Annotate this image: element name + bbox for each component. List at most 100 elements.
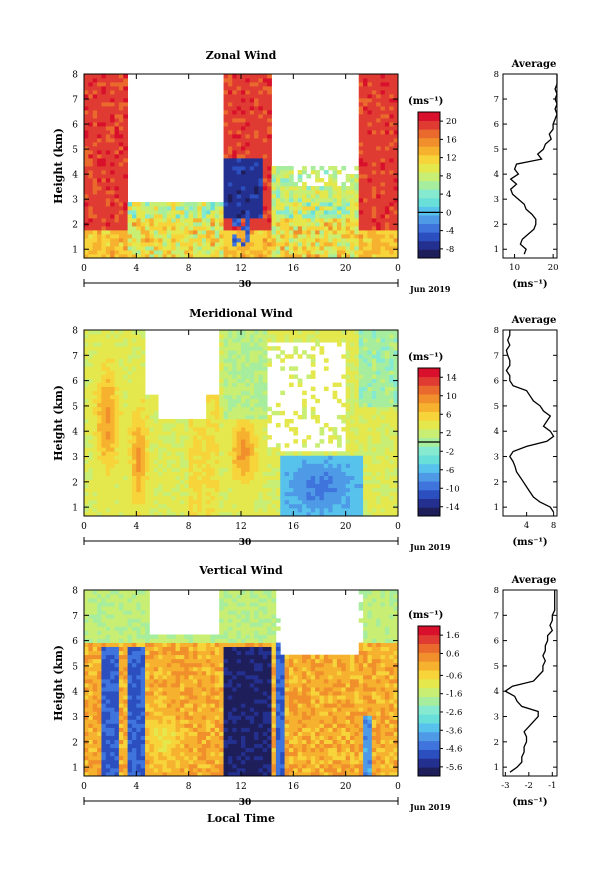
heatmap-cell [363, 254, 368, 259]
heatmap-cell [149, 487, 155, 493]
heatmap-cell [354, 418, 360, 424]
heatmap-cell [114, 386, 120, 392]
heatmap-cell [288, 338, 294, 343]
y-tick-label: 2 [72, 478, 78, 488]
heatmap-cell [88, 443, 94, 448]
heatmap-cell [105, 162, 111, 167]
heatmap-cell [288, 246, 294, 251]
heatmap-cell [389, 190, 395, 195]
heatmap-cell [280, 463, 286, 468]
heatmap-cell [336, 338, 342, 343]
heatmap-cell [149, 206, 155, 211]
heatmap-cell [310, 246, 316, 251]
heatmap-cell [88, 370, 94, 375]
heatmap-cell [118, 414, 124, 420]
heatmap-cell [280, 214, 286, 219]
heatmap-cell [236, 435, 242, 440]
heatmap-cell [380, 90, 386, 95]
heatmap-cell [236, 126, 242, 131]
heatmap-cell [219, 479, 224, 485]
heatmap-cell [262, 410, 268, 416]
heatmap-cell [280, 366, 286, 371]
heatmap-cell [254, 254, 259, 259]
heatmap-cell [258, 414, 264, 420]
heatmap-cell [166, 483, 172, 489]
heatmap-cell [267, 483, 272, 489]
heatmap-cell [354, 338, 360, 343]
heatmap-cell [262, 499, 268, 505]
heatmap-cell [350, 491, 355, 497]
heatmap-cell [223, 242, 229, 247]
heatmap-cell [223, 198, 229, 203]
heatmap-cell [271, 330, 277, 335]
heatmap-cell [110, 423, 115, 428]
heatmap-cell [262, 378, 268, 383]
heatmap-cell [110, 406, 115, 412]
heatmap-cell [380, 499, 386, 505]
heatmap-cell [219, 402, 224, 408]
heatmap-cell [367, 439, 373, 444]
heatmap-cell [363, 382, 368, 388]
heatmap-cell [245, 467, 251, 472]
average-y-tick-label: 1 [494, 245, 499, 255]
heatmap-cell [332, 483, 338, 489]
heatmap-cell [84, 98, 89, 103]
heatmap-cell [336, 511, 342, 517]
heatmap-cell [92, 475, 98, 481]
heatmap-cell [105, 94, 111, 99]
heatmap-cell [105, 78, 111, 83]
heatmap-cell [236, 410, 242, 416]
heatmap-cell [241, 226, 246, 231]
average-y-tick-label: 2 [494, 478, 499, 488]
heatmap-cell [153, 511, 159, 517]
heatmap-cell [371, 102, 377, 107]
heatmap-cell [315, 178, 320, 183]
heatmap-cell [288, 194, 294, 199]
heatmap-cell [371, 118, 377, 123]
heatmap-cell [345, 439, 351, 444]
heatmap-cell [88, 439, 94, 444]
heatmap-cell [363, 503, 368, 509]
heatmap-cell [389, 330, 395, 335]
heatmap-cell [84, 86, 89, 91]
heatmap-cell [380, 467, 386, 472]
heatmap-cell [232, 378, 238, 383]
heatmap-cell [245, 431, 251, 436]
heatmap-cell [262, 435, 268, 440]
heatmap-cell [223, 427, 229, 432]
heatmap-cell [88, 471, 94, 476]
heatmap-cell [332, 190, 338, 195]
heatmap-cell [280, 491, 286, 497]
heatmap-cell [223, 471, 229, 476]
heatmap-cell [267, 451, 272, 456]
heatmap-cell [367, 342, 373, 347]
heatmap-cell [105, 206, 111, 211]
heatmap-cell [262, 390, 268, 396]
heatmap-cell [223, 378, 229, 383]
heatmap-cell [223, 94, 229, 99]
heatmap-cell [254, 118, 259, 123]
heatmap-cell [110, 414, 115, 420]
heatmap-cell [223, 459, 229, 464]
heatmap-cell [284, 467, 290, 472]
heatmap-cell [293, 346, 299, 351]
heatmap-cell [254, 418, 259, 424]
heatmap-cell [249, 439, 255, 444]
heatmap-cell [179, 418, 185, 424]
heatmap-cell [267, 162, 272, 167]
heatmap-cell [232, 78, 238, 83]
heatmap-cell [249, 499, 255, 505]
heatmap-cell [258, 418, 264, 424]
heatmap-cell [197, 234, 203, 239]
heatmap-cell [323, 423, 329, 428]
heatmap-cell [336, 198, 342, 203]
heatmap-cell [84, 703, 89, 708]
heatmap-cell [97, 483, 102, 489]
heatmap-cell [376, 346, 381, 351]
heatmap-cell [262, 170, 268, 175]
heatmap-cell [262, 74, 268, 79]
heatmap-cell [371, 138, 377, 143]
panel-title: Meridional Wind [189, 307, 293, 320]
heatmap-cell [101, 507, 107, 513]
heatmap-cell [249, 330, 255, 335]
